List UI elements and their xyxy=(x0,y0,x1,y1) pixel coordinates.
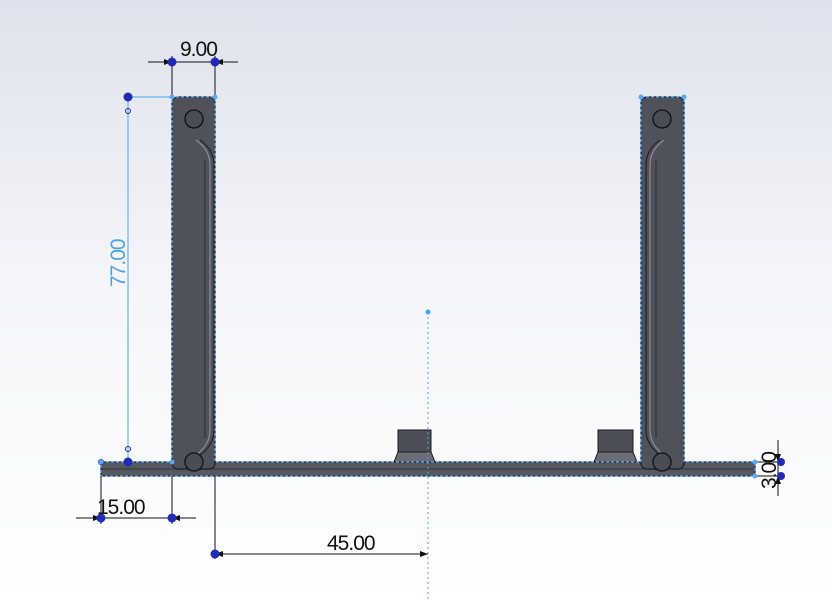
right-arm-top-hole[interactable] xyxy=(652,109,672,129)
dimension-label-center-offset[interactable]: 45.00 xyxy=(327,532,376,555)
sketch-points xyxy=(98,94,758,479)
left-arm-top-hole[interactable] xyxy=(184,109,204,129)
dimension-label-arm-height[interactable]: 77.00 xyxy=(107,239,130,287)
centerline-point[interactable] xyxy=(425,309,431,315)
dimension-label-plate-thickness[interactable]: 3.00 xyxy=(758,452,781,489)
center-boss[interactable] xyxy=(393,429,436,463)
dimension-arm-height[interactable]: 77.00 xyxy=(107,92,172,467)
right-arm[interactable] xyxy=(640,96,685,472)
dimension-plate-thickness[interactable]: 3.00 xyxy=(755,440,785,496)
right-boss[interactable] xyxy=(593,429,638,463)
dimension-arm-width[interactable]: 9.00 xyxy=(148,38,238,97)
sketch-part[interactable] xyxy=(100,96,756,477)
dimension-left-overhang[interactable]: 15.00 xyxy=(76,459,196,524)
dimension-label-arm-width[interactable]: 9.00 xyxy=(180,38,218,61)
dimension-label-left-overhang[interactable]: 15.00 xyxy=(97,496,146,519)
right-arm-bottom-hole[interactable] xyxy=(652,452,672,472)
dimension-center-offset[interactable]: 45.00 xyxy=(210,476,429,559)
left-arm[interactable] xyxy=(171,96,216,472)
left-arm-bottom-hole[interactable] xyxy=(184,452,204,472)
